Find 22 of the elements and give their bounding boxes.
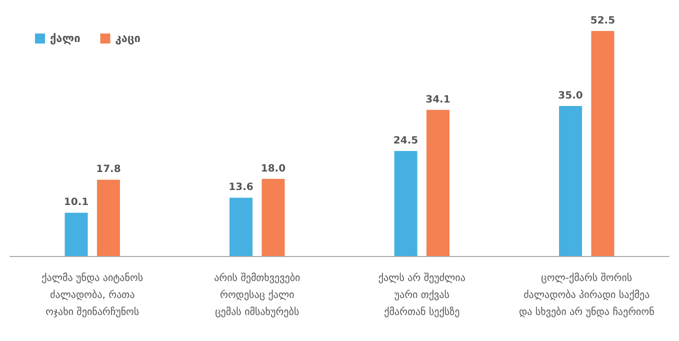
bar	[426, 110, 450, 256]
data-label: 13.6	[228, 182, 254, 194]
bar	[64, 212, 88, 256]
x-tick-label: ქალს არ შეუძლია უარი თქვას ქმართან სექსზე	[378, 272, 466, 318]
legend-label: ქალი	[50, 32, 80, 45]
bar	[394, 151, 418, 256]
data-label: 18.0	[260, 163, 286, 174]
data-label: 34.1	[426, 94, 450, 106]
data-label: 35.0	[558, 90, 583, 102]
x-tick-label: ქალმა უნდა აიტანოს ძალადობა, რათა ოჯახი შეინარჩუნოს	[42, 272, 144, 318]
data-label: 24.5	[393, 136, 418, 146]
legend-label: კაცი	[115, 32, 141, 45]
bar	[591, 31, 614, 256]
bar	[559, 106, 582, 256]
bar	[230, 198, 253, 256]
x-tick-label: ცოლ-ქმარს შორის ძალადობა პირადი საქმეა და სხვები არ უნდა ჩაერიონ	[518, 272, 654, 318]
bar	[262, 178, 285, 256]
data-label: 52.5	[590, 16, 616, 26]
data-label: 10.1	[64, 197, 89, 208]
data-label: 17.8	[96, 164, 121, 176]
bar	[96, 180, 120, 256]
x-tick-label: არის შემთხვევები როდესაც ქალი ცემას იმსახურებს	[214, 272, 300, 318]
